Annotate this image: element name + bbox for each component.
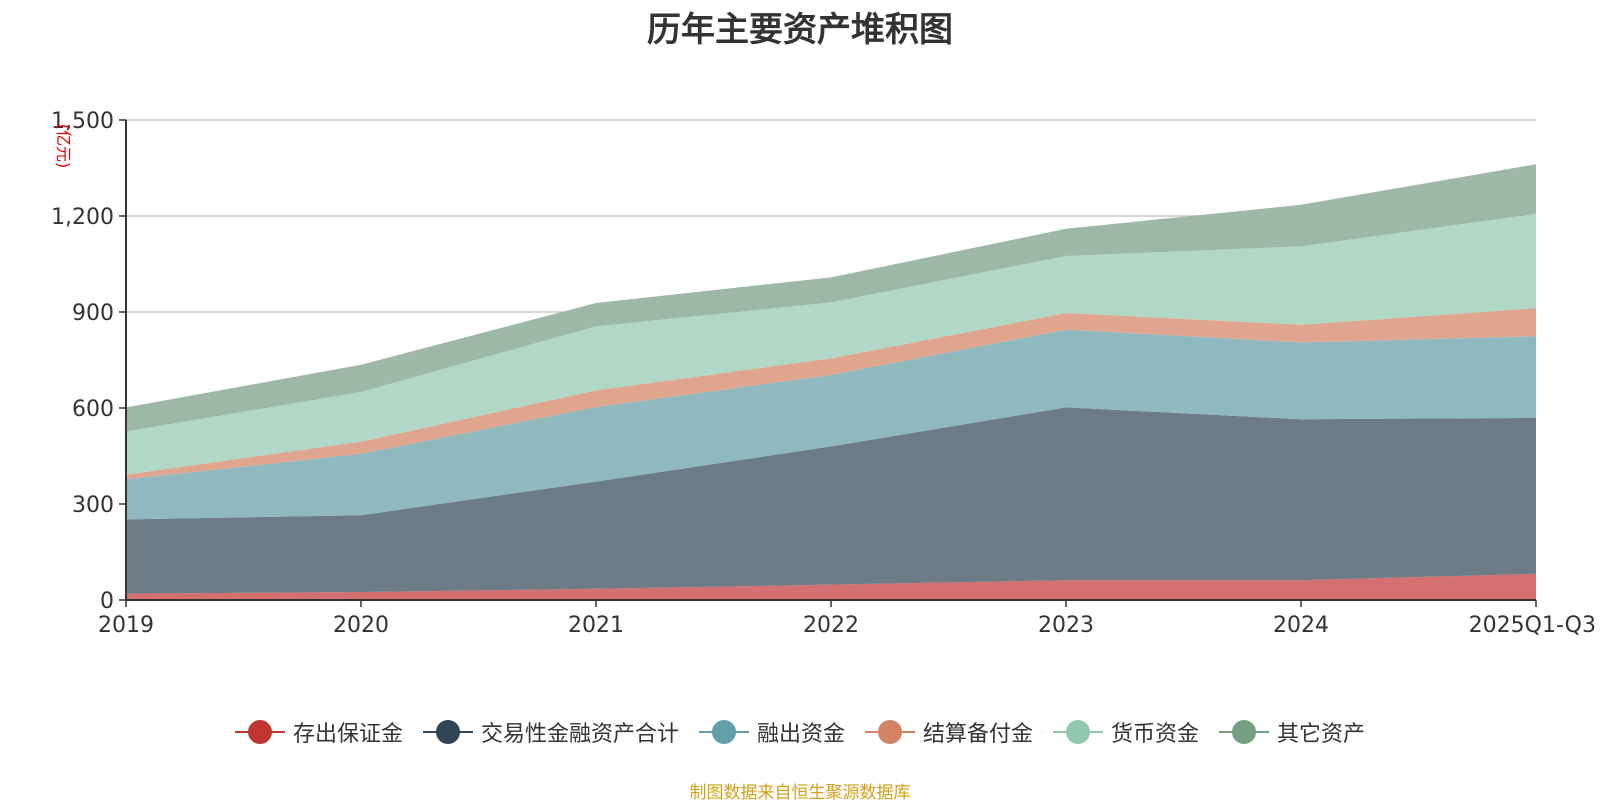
data-source-note: 制图数据来自恒生聚源数据库 (689, 783, 911, 803)
y-tick-label: 1,500 (51, 109, 114, 134)
legend-item[interactable]: 其它资产 (1219, 716, 1365, 748)
legend-marker (1053, 720, 1104, 744)
legend-label: 货币资金 (1111, 722, 1200, 747)
x-tick-label: 2021 (568, 613, 624, 638)
x-tick-label: 2023 (1038, 613, 1094, 638)
chart-title: 历年主要资产堆积图 (647, 10, 953, 50)
y-tick-label: 300 (72, 493, 114, 518)
area-layer (126, 164, 1536, 600)
x-tick-label: 2025Q1-Q3 (1469, 613, 1596, 638)
x-tick-label: 2019 (98, 613, 154, 638)
legend-dot (247, 720, 272, 744)
legend-item[interactable]: 交易性金融资产合计 (422, 716, 679, 748)
y-axis-unit-label: (亿元) (54, 124, 73, 169)
legend-label: 融出资金 (756, 722, 845, 747)
area-series-5 (126, 213, 1536, 475)
legend-marker (422, 720, 473, 744)
legend-dot (878, 720, 902, 744)
x-tick-label: 2022 (803, 613, 859, 638)
legend-dot (1066, 720, 1091, 744)
area-series-1 (126, 573, 1536, 600)
x-tick-label: 2024 (1273, 613, 1329, 638)
legend-item[interactable]: 存出保证金 (234, 716, 403, 748)
legend-label: 交易性金融资产合计 (480, 722, 679, 747)
legend-label: 存出保证金 (292, 722, 403, 747)
legend-marker (1219, 720, 1270, 744)
legend-dot (711, 720, 736, 744)
legend-item[interactable]: 融出资金 (698, 716, 845, 748)
legend-dot (435, 720, 460, 744)
legend-label: 结算备付金 (923, 722, 1034, 747)
legend-marker (865, 720, 915, 744)
legend-item[interactable]: 货币资金 (1053, 716, 1199, 748)
area-series-3 (126, 329, 1536, 520)
legend-label: 其它资产 (1277, 722, 1366, 747)
legend-item[interactable]: 结算备付金 (865, 716, 1033, 748)
y-tick-label: 600 (72, 397, 114, 422)
y-tick-label: 0 (100, 589, 114, 614)
legend-dot (1232, 720, 1257, 744)
x-tick-label: 2020 (333, 613, 389, 638)
axis-layer: 0 300 600 900 1,200 1,500 2019 2020 2021 2022 2023… (51, 109, 1596, 638)
y-tick-label: 1,200 (51, 205, 114, 230)
legend-marker (698, 720, 749, 744)
legend-marker (234, 720, 285, 744)
area-series-6 (126, 164, 1536, 432)
area-series-4 (126, 308, 1536, 480)
y-tick-label: 900 (72, 301, 114, 326)
legend: 存出保证金 交易性金融资产合计 融出资金 结算备付金 货币资金 其它资产 (0, 716, 1600, 748)
area-series-2 (126, 407, 1536, 594)
